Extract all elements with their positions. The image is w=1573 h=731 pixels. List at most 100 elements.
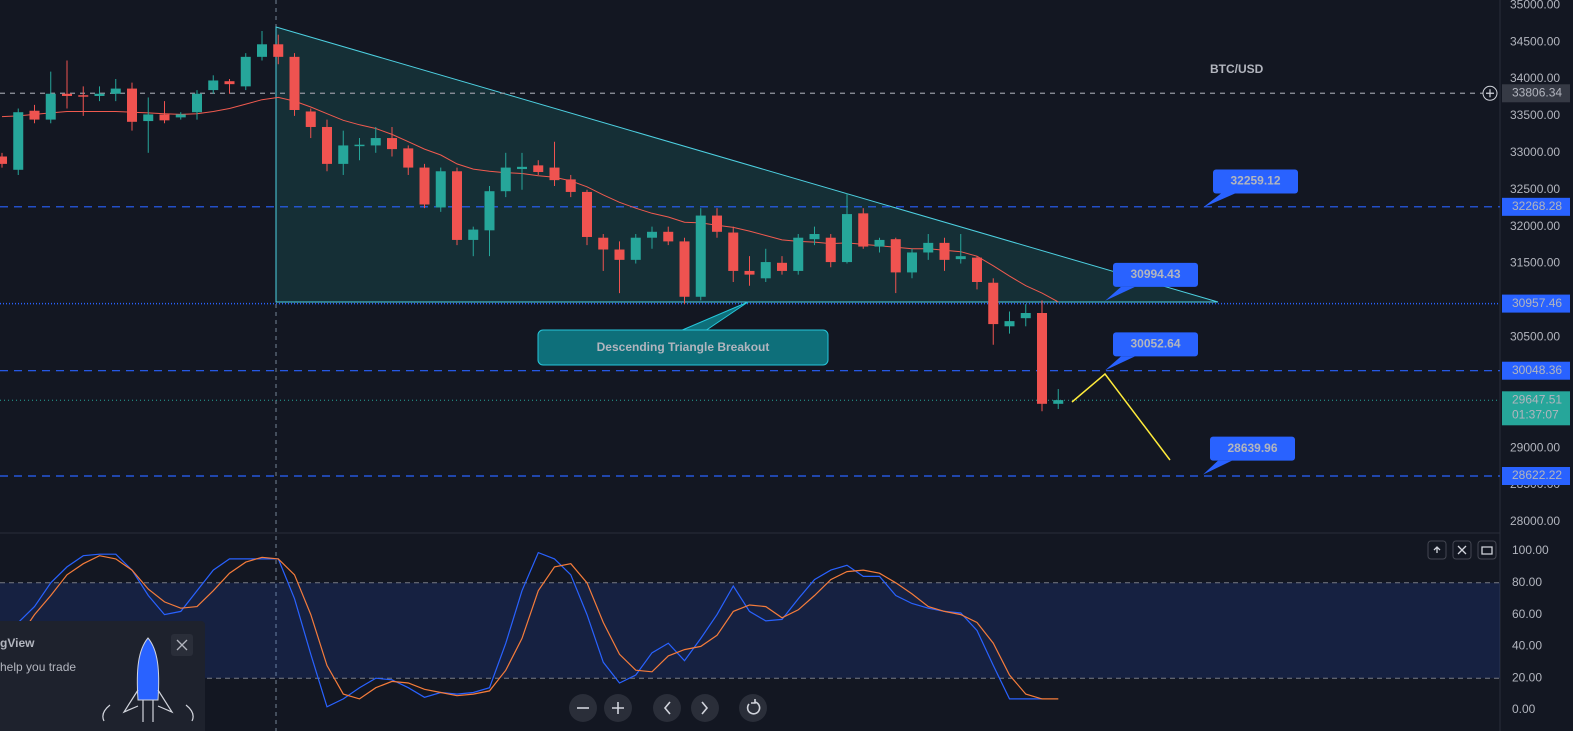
candle-body [907, 252, 917, 273]
nav-button[interactable] [653, 694, 681, 722]
nav-button-icon [663, 701, 671, 715]
candle-body [192, 93, 202, 113]
level-axis-label: 32268.28 [1512, 199, 1562, 213]
candle-body [1020, 313, 1031, 319]
candle-body [78, 95, 89, 97]
y-tick-label: 80.00 [1512, 575, 1542, 589]
popup-close-icon [176, 639, 188, 651]
callout-label: 32259.12 [1230, 174, 1280, 188]
candle-body [744, 270, 755, 275]
candle-body [468, 229, 479, 240]
stochastic-line [1, 551, 1042, 708]
current-price-box [1502, 391, 1570, 426]
candle-body [923, 242, 934, 253]
candle-body [858, 213, 869, 247]
nav-button[interactable] [691, 694, 719, 722]
callout-label: 30994.43 [1130, 267, 1180, 281]
y-tick-label: 100.00 [1512, 543, 1549, 557]
candle-body [127, 88, 137, 122]
y-tick-label: 31500.00 [1510, 256, 1560, 270]
y-tick-label: 33000.00 [1510, 145, 1560, 159]
candle-body [1037, 313, 1047, 404]
candle-body [370, 138, 381, 146]
candle-body [273, 44, 284, 57]
level-axis-box [1502, 361, 1570, 380]
level-axis-label: 28622.22 [1512, 468, 1562, 482]
candle-body [842, 214, 852, 263]
callout-pointer [1203, 460, 1232, 475]
stochastic-line [1, 555, 1059, 700]
pane-button[interactable] [1477, 540, 1497, 560]
candle-body [712, 215, 722, 232]
rocket-icon [136, 637, 160, 701]
candle-body [338, 145, 349, 164]
crosshair-icon-plus [1486, 89, 1494, 98]
callout-pointer [1105, 286, 1135, 301]
callout-label: 28639.96 [1227, 441, 1277, 455]
nav-button-icon [746, 699, 761, 715]
level-axis-label: 30048.36 [1512, 363, 1562, 377]
candle-body [305, 111, 316, 127]
level-axis-box [1502, 466, 1570, 485]
candle-body [484, 191, 495, 231]
popup-text: help you trade [0, 660, 76, 674]
candle-body [1053, 400, 1064, 404]
back-layer [0, 26, 1500, 679]
rocket-fins [102, 689, 194, 722]
candle-body [62, 93, 72, 96]
pane-button-icon [1457, 545, 1467, 555]
callout-box [1213, 169, 1298, 194]
candle-body [728, 232, 739, 271]
y-tick-label: 20.00 [1512, 670, 1542, 684]
candle-body [435, 171, 446, 208]
candle-body [565, 179, 576, 192]
y-tick-label: 33500.00 [1510, 108, 1560, 122]
candle-body [143, 114, 154, 122]
y-tick-label: 40.00 [1512, 639, 1542, 653]
candle-body [110, 88, 121, 94]
level-axis-box [1502, 84, 1570, 103]
callout-box [1210, 436, 1295, 461]
candle-body [419, 167, 430, 205]
candle-body [257, 44, 267, 57]
candle-body [208, 80, 219, 91]
candle-body [1004, 321, 1015, 327]
level-axis-label: 33806.34 [1512, 85, 1562, 99]
candle-body [777, 262, 787, 271]
candle-body [13, 112, 24, 170]
candle-body [809, 234, 820, 240]
y-tick-label: 34500.00 [1510, 34, 1560, 48]
y-tick-label: 32000.00 [1510, 219, 1560, 233]
candle-body [939, 242, 950, 260]
candle-body [403, 148, 414, 168]
candle-body [175, 114, 186, 118]
level-axis-box [1502, 294, 1570, 313]
candle-body [695, 215, 706, 297]
current-price-label: 29647.51 [1512, 392, 1562, 406]
candle-body [663, 231, 674, 242]
candle-body [874, 239, 885, 247]
candle-body [387, 138, 397, 150]
candle-body [972, 257, 982, 283]
band-fill [0, 582, 1500, 679]
nav-button-icon [701, 701, 709, 715]
level-axis-box [1502, 197, 1570, 216]
level-axis-label: 30957.46 [1512, 296, 1562, 310]
nav-button[interactable] [739, 694, 767, 722]
y-tick-label: 29000.00 [1510, 440, 1560, 454]
candle-body [0, 156, 7, 164]
annotation-text: Descending Triangle Breakout [597, 340, 770, 354]
candle-body [240, 56, 251, 87]
projection-line [1071, 372, 1171, 461]
candle-body [679, 241, 690, 297]
callout-pointer [1105, 356, 1135, 371]
callout-pointer [1203, 193, 1235, 208]
popup-title: gView [0, 636, 35, 650]
candle-body [224, 81, 235, 85]
annotation-box [537, 329, 829, 366]
candle-body [322, 126, 332, 164]
candle-body [793, 237, 804, 271]
candle-body [533, 165, 544, 173]
main-layer: 35000.00 34500.00 34000.00 33500.00 33000.00… [0, 0, 1560, 716]
